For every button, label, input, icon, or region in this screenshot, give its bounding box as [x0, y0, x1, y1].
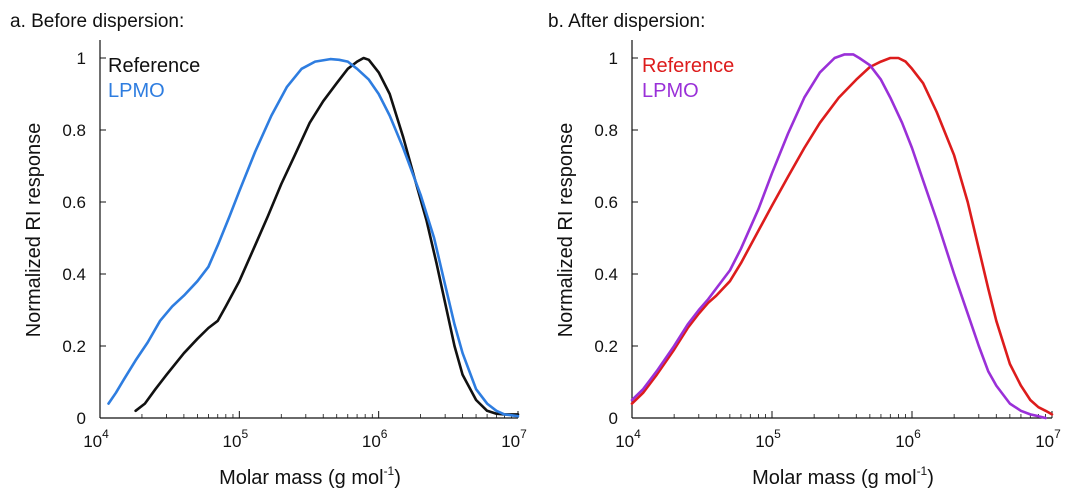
series-line-reference	[134, 56, 520, 416]
y-tick-label: 0.8	[62, 121, 86, 140]
legend-label-lpmo: LPMO	[108, 80, 165, 102]
x-axis-label-main: Molar mass (g mol	[219, 467, 383, 489]
x-tick-label: 104	[83, 427, 109, 451]
y-tick-label: 0	[77, 409, 86, 428]
y-tick-label: 0.6	[594, 193, 618, 212]
panel-title: a. Before dispersion:	[10, 11, 184, 32]
panel-after-dispersion: b. After dispersion: Normalized RI respo…	[548, 11, 1061, 489]
x-tick-label: 105	[755, 427, 781, 451]
x-tick-label: 107	[1035, 427, 1061, 451]
y-tick-label: 0.4	[594, 265, 618, 284]
y-tick-label: 0.2	[62, 337, 86, 356]
legend-label-lpmo: LPMO	[642, 80, 699, 102]
y-axis-label: Normalized RI response	[23, 123, 45, 338]
x-tick-label: 106	[895, 427, 921, 451]
y-tick-label: 1	[77, 49, 86, 68]
y-tick-label: 0.6	[62, 193, 86, 212]
panel-title: b. After dispersion:	[548, 11, 705, 32]
y-tick-label: 0.8	[594, 121, 618, 140]
x-tick-label: 105	[223, 427, 249, 451]
y-tick-label: 0	[609, 409, 618, 428]
x-axis-label-main: Molar mass (g mol	[752, 467, 916, 489]
x-axis-label-close: )	[394, 467, 401, 489]
x-tick-label: 104	[615, 427, 641, 451]
y-axis-label: Normalized RI response	[555, 123, 577, 338]
y-tick-label: 0.2	[594, 337, 618, 356]
x-axis-label: Molar mass (g mol-1)	[752, 464, 934, 489]
x-tick-label: 107	[501, 427, 527, 451]
x-axis-label: Molar mass (g mol-1)	[219, 464, 401, 489]
series-line-lpmo	[107, 57, 520, 418]
x-tick-label: 106	[362, 427, 388, 451]
x-axis-label-sup: -1	[384, 464, 395, 478]
y-tick-label: 0.4	[62, 265, 86, 284]
series-line-reference	[630, 56, 1054, 416]
panel-before-dispersion: a. Before dispersion: Normalized RI resp…	[10, 11, 527, 489]
series-line-lpmo	[630, 53, 1047, 420]
legend-label-reference: Reference	[642, 55, 734, 77]
y-tick-label: 1	[609, 49, 618, 68]
legend-label-reference: Reference	[108, 55, 200, 77]
x-axis-label-close: )	[927, 467, 934, 489]
x-axis-label-sup: -1	[917, 464, 928, 478]
